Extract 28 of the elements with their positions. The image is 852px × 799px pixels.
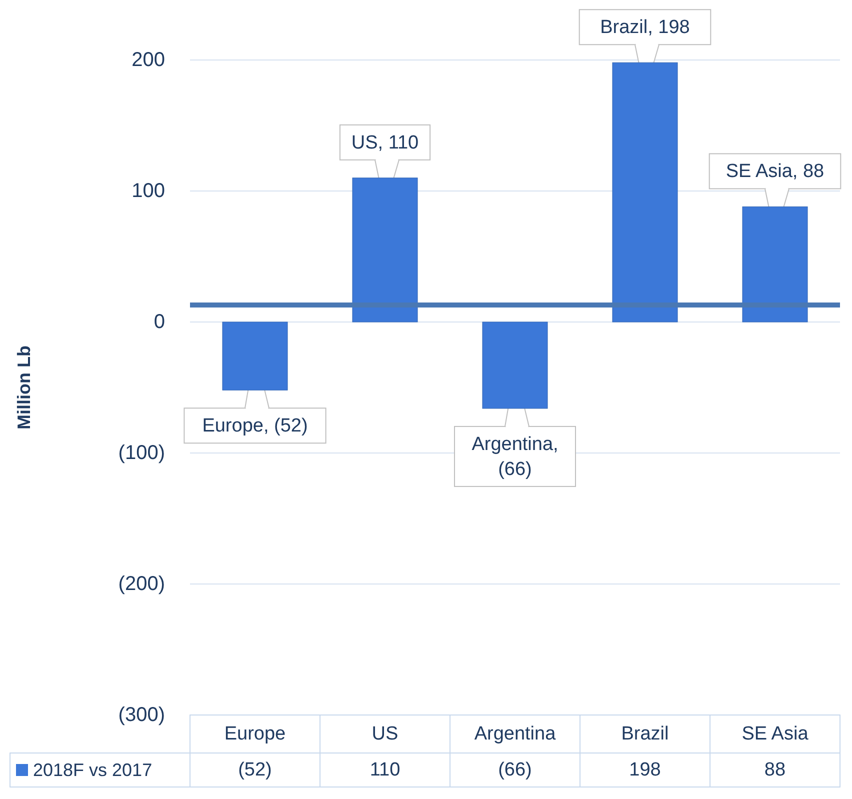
annotation: Europe, (52) (202, 415, 308, 436)
annotation: US, 110 (351, 132, 419, 153)
x-tick-label: SE Asia (742, 724, 809, 744)
annotation: Argentina, (66) (472, 433, 558, 480)
bar (222, 322, 288, 390)
bar (612, 62, 678, 322)
y-tick-label: 100 (132, 180, 165, 202)
y-tick-label: 200 (132, 49, 165, 71)
legend-label: 2018F vs 2017 (33, 760, 152, 780)
data-label: 198 (629, 760, 661, 780)
annotation: Brazil, 198 (600, 16, 690, 38)
x-tick-label: US (372, 724, 398, 744)
annotation: SE Asia, 88 (726, 160, 824, 182)
y-tick-label: (300) (118, 704, 165, 726)
data-label: 110 (370, 760, 400, 780)
bar (352, 178, 418, 322)
bar (742, 206, 808, 322)
y-tick-label: 0 (154, 311, 165, 333)
data-label: 88 (764, 760, 786, 780)
bar (482, 322, 548, 409)
data-label: (52) (238, 760, 272, 780)
data-label: (66) (498, 760, 532, 780)
y-tick-label: (100) (118, 442, 165, 464)
y-axis-title: Million Lb (14, 346, 34, 430)
x-tick-label: Europe (224, 724, 286, 744)
x-tick-label: Argentina (474, 724, 556, 744)
x-tick-label: Brazil (621, 724, 669, 744)
y-tick-label: (200) (118, 573, 165, 595)
